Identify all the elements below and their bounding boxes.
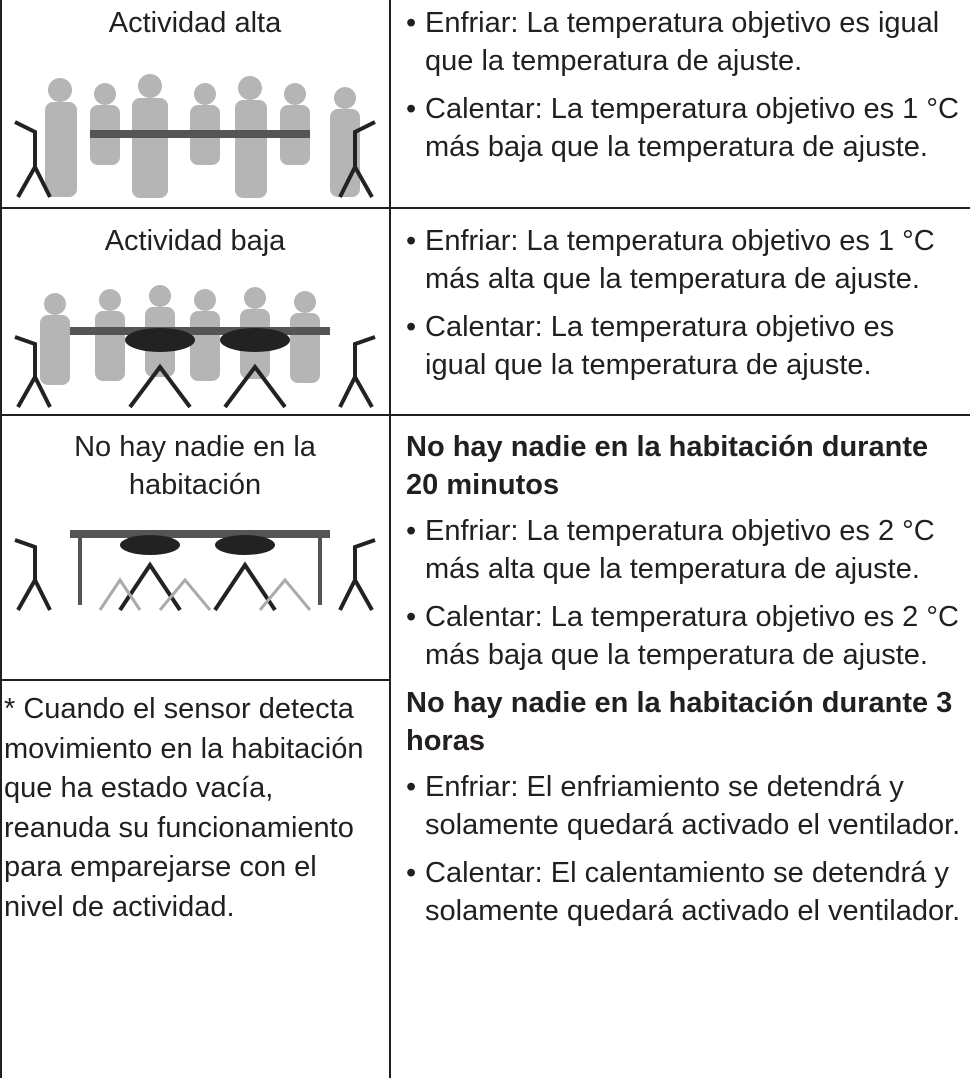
item: Calentar: La temperatura objetivo es igu…	[406, 308, 961, 384]
item: Enfriar: El enfriamiento se detendrá y s…	[406, 768, 961, 844]
item: Enfriar: La temperatura objetivo es 2 °C…	[406, 512, 961, 588]
item: Enfriar: La temperatura objetivo es igua…	[406, 4, 961, 80]
row-details: Enfriar: La temperatura objetivo es 1 °C…	[406, 222, 961, 394]
empty-room-image	[14, 530, 376, 612]
border	[0, 679, 390, 681]
list: Enfriar: La temperatura objetivo es 1 °C…	[406, 222, 961, 384]
border	[0, 207, 970, 209]
border	[389, 0, 391, 1078]
high-activity-image	[14, 74, 376, 198]
item: Calentar: La temperatura objetivo es 2 °…	[406, 598, 961, 674]
border	[0, 0, 2, 1078]
row-label: Actividad alta	[108, 7, 282, 39]
row-label: Actividad baja	[104, 225, 286, 257]
section-heading: No hay nadie en la habitación durante 20…	[406, 431, 929, 501]
list: Enfriar: La temperatura objetivo es 2 °C…	[406, 512, 961, 674]
item: Enfriar: La temperatura objetivo es 1 °C…	[406, 222, 961, 298]
note: * Cuando el sensor detecta movimiento en…	[4, 693, 364, 923]
item: Calentar: La temperatura objetivo es 1 °…	[406, 90, 961, 166]
row-details: Enfriar: La temperatura objetivo es igua…	[406, 4, 961, 176]
item: Calentar: El calentamiento se detendrá y…	[406, 854, 961, 930]
list: Enfriar: La temperatura objetivo es igua…	[406, 4, 961, 166]
row-details: No hay nadie en la habitación durante 20…	[406, 428, 961, 940]
section-heading: No hay nadie en la habitación durante 3 …	[406, 687, 953, 757]
list: Enfriar: El enfriamiento se detendrá y s…	[406, 768, 961, 930]
low-activity-image	[14, 285, 376, 409]
border	[0, 414, 970, 416]
row-label: No hay nadie en la habitación	[74, 431, 316, 501]
